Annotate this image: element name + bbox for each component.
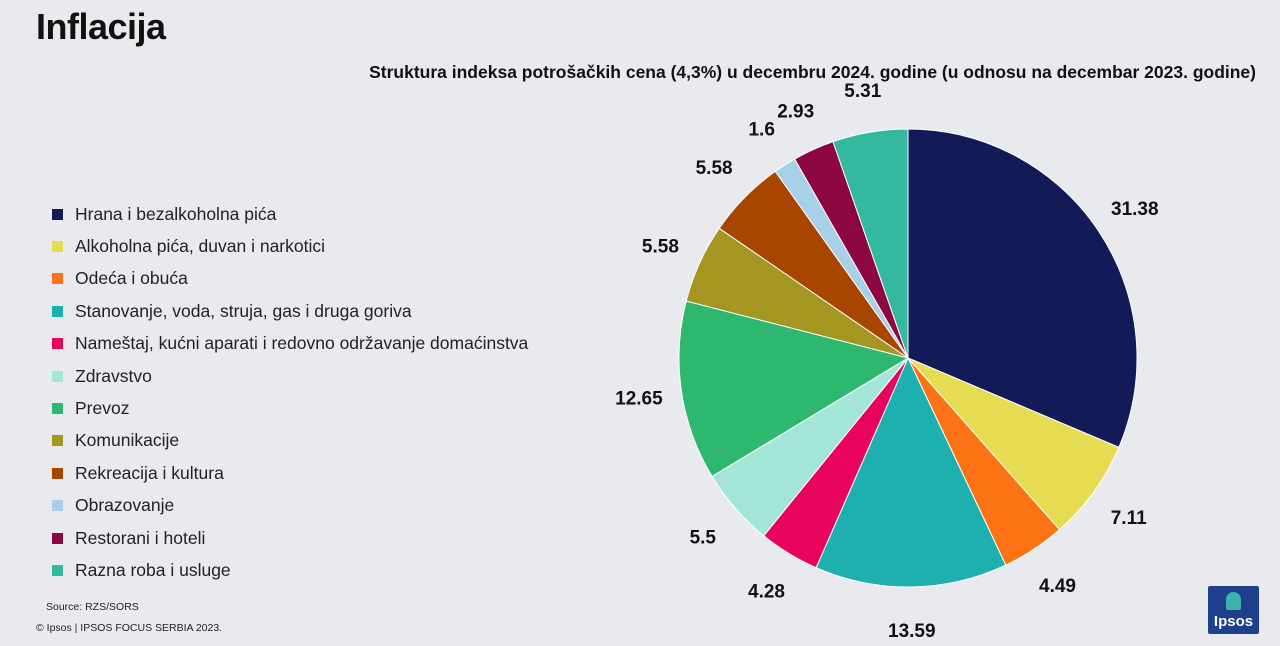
legend-item: Komunikacije bbox=[52, 425, 528, 457]
legend-item: Restorani i hoteli bbox=[52, 522, 528, 554]
chart-legend: Hrana i bezalkoholna pića Alkoholna pića,… bbox=[52, 198, 528, 587]
chart-title: Struktura indeksa potrošačkih cena (4,3%… bbox=[369, 62, 1256, 82]
legend-item: Zdravstvo bbox=[52, 360, 528, 392]
data-label: 5.5 bbox=[690, 528, 717, 549]
data-label: 31.38 bbox=[1111, 199, 1159, 220]
legend-item: Odeća i obuća bbox=[52, 263, 528, 295]
legend-label: Komunikacije bbox=[75, 430, 180, 451]
legend-label: Obrazovanje bbox=[75, 495, 175, 516]
legend-label: Alkoholna pića, duvan i narkotici bbox=[75, 236, 326, 257]
legend-item: Hrana i bezalkoholna pića bbox=[52, 198, 528, 230]
data-label: 13.59 bbox=[888, 621, 936, 642]
legend-label: Hrana i bezalkoholna pića bbox=[75, 203, 277, 224]
logo-text: Ipsos bbox=[1213, 613, 1254, 630]
legend-label: Zdravstvo bbox=[75, 365, 152, 386]
legend-swatch bbox=[52, 305, 63, 317]
pie-slice bbox=[907, 128, 1138, 449]
legend-label: Rekreacija i kultura bbox=[75, 462, 224, 483]
legend-swatch bbox=[52, 532, 63, 544]
data-label: 12.65 bbox=[615, 389, 663, 410]
legend-swatch bbox=[52, 338, 63, 350]
legend-swatch bbox=[52, 273, 63, 285]
logo-mark-icon bbox=[1226, 592, 1241, 610]
legend-swatch bbox=[52, 564, 63, 576]
legend-label: Razna roba i usluge bbox=[75, 559, 231, 580]
page-title: Inflacija bbox=[36, 6, 166, 47]
legend-swatch bbox=[52, 208, 63, 220]
data-label: 5.58 bbox=[642, 236, 679, 257]
pie-slice bbox=[907, 357, 1120, 531]
legend-label: Prevoz bbox=[75, 398, 130, 419]
data-label: 4.28 bbox=[748, 581, 785, 602]
legend-item: Nameštaj, kućni aparati i redovno održav… bbox=[52, 328, 528, 360]
legend-item: Stanovanje, voda, struja, gas i druga go… bbox=[52, 295, 528, 327]
legend-item: Rekreacija i kultura bbox=[52, 457, 528, 489]
copyright-note: © Ipsos | IPSOS FOCUS SERBIA 2023. bbox=[36, 622, 223, 634]
legend-item: Razna roba i usluge bbox=[52, 554, 528, 586]
legend-swatch bbox=[52, 500, 63, 512]
legend-swatch bbox=[52, 467, 63, 479]
data-label: 5.31 bbox=[844, 81, 881, 102]
legend-item: Prevoz bbox=[52, 392, 528, 424]
legend-label: Stanovanje, voda, struja, gas i druga go… bbox=[75, 300, 412, 321]
source-note: Source: RZS/SORS bbox=[46, 601, 139, 613]
legend-item: Obrazovanje bbox=[52, 490, 528, 522]
data-label: 7.11 bbox=[1111, 508, 1147, 529]
data-label: 1.6 bbox=[748, 120, 774, 141]
data-label: 5.58 bbox=[696, 158, 733, 179]
pie-slice bbox=[678, 300, 910, 478]
pie-slice bbox=[815, 356, 1007, 588]
legend-label: Restorani i hoteli bbox=[75, 527, 206, 548]
legend-label: Odeća i obuća bbox=[75, 268, 188, 289]
legend-swatch bbox=[52, 241, 63, 253]
data-label: 4.49 bbox=[1039, 576, 1076, 597]
legend-swatch bbox=[52, 370, 63, 382]
pie-slices bbox=[678, 128, 1138, 588]
legend-swatch bbox=[52, 403, 63, 415]
ipsos-logo: Ipsos bbox=[1208, 586, 1259, 634]
data-label: 2.93 bbox=[777, 101, 814, 122]
pie-data-labels: 31.38 7.11 4.49 13.59 4.28 5.5 12.65 5.58 5.58 1.… bbox=[615, 81, 1158, 642]
legend-swatch bbox=[52, 435, 63, 447]
legend-item: Alkoholna pića, duvan i narkotici bbox=[52, 230, 528, 262]
legend-label: Nameštaj, kućni aparati i redovno održav… bbox=[75, 333, 529, 354]
pie-slice bbox=[832, 128, 909, 359]
